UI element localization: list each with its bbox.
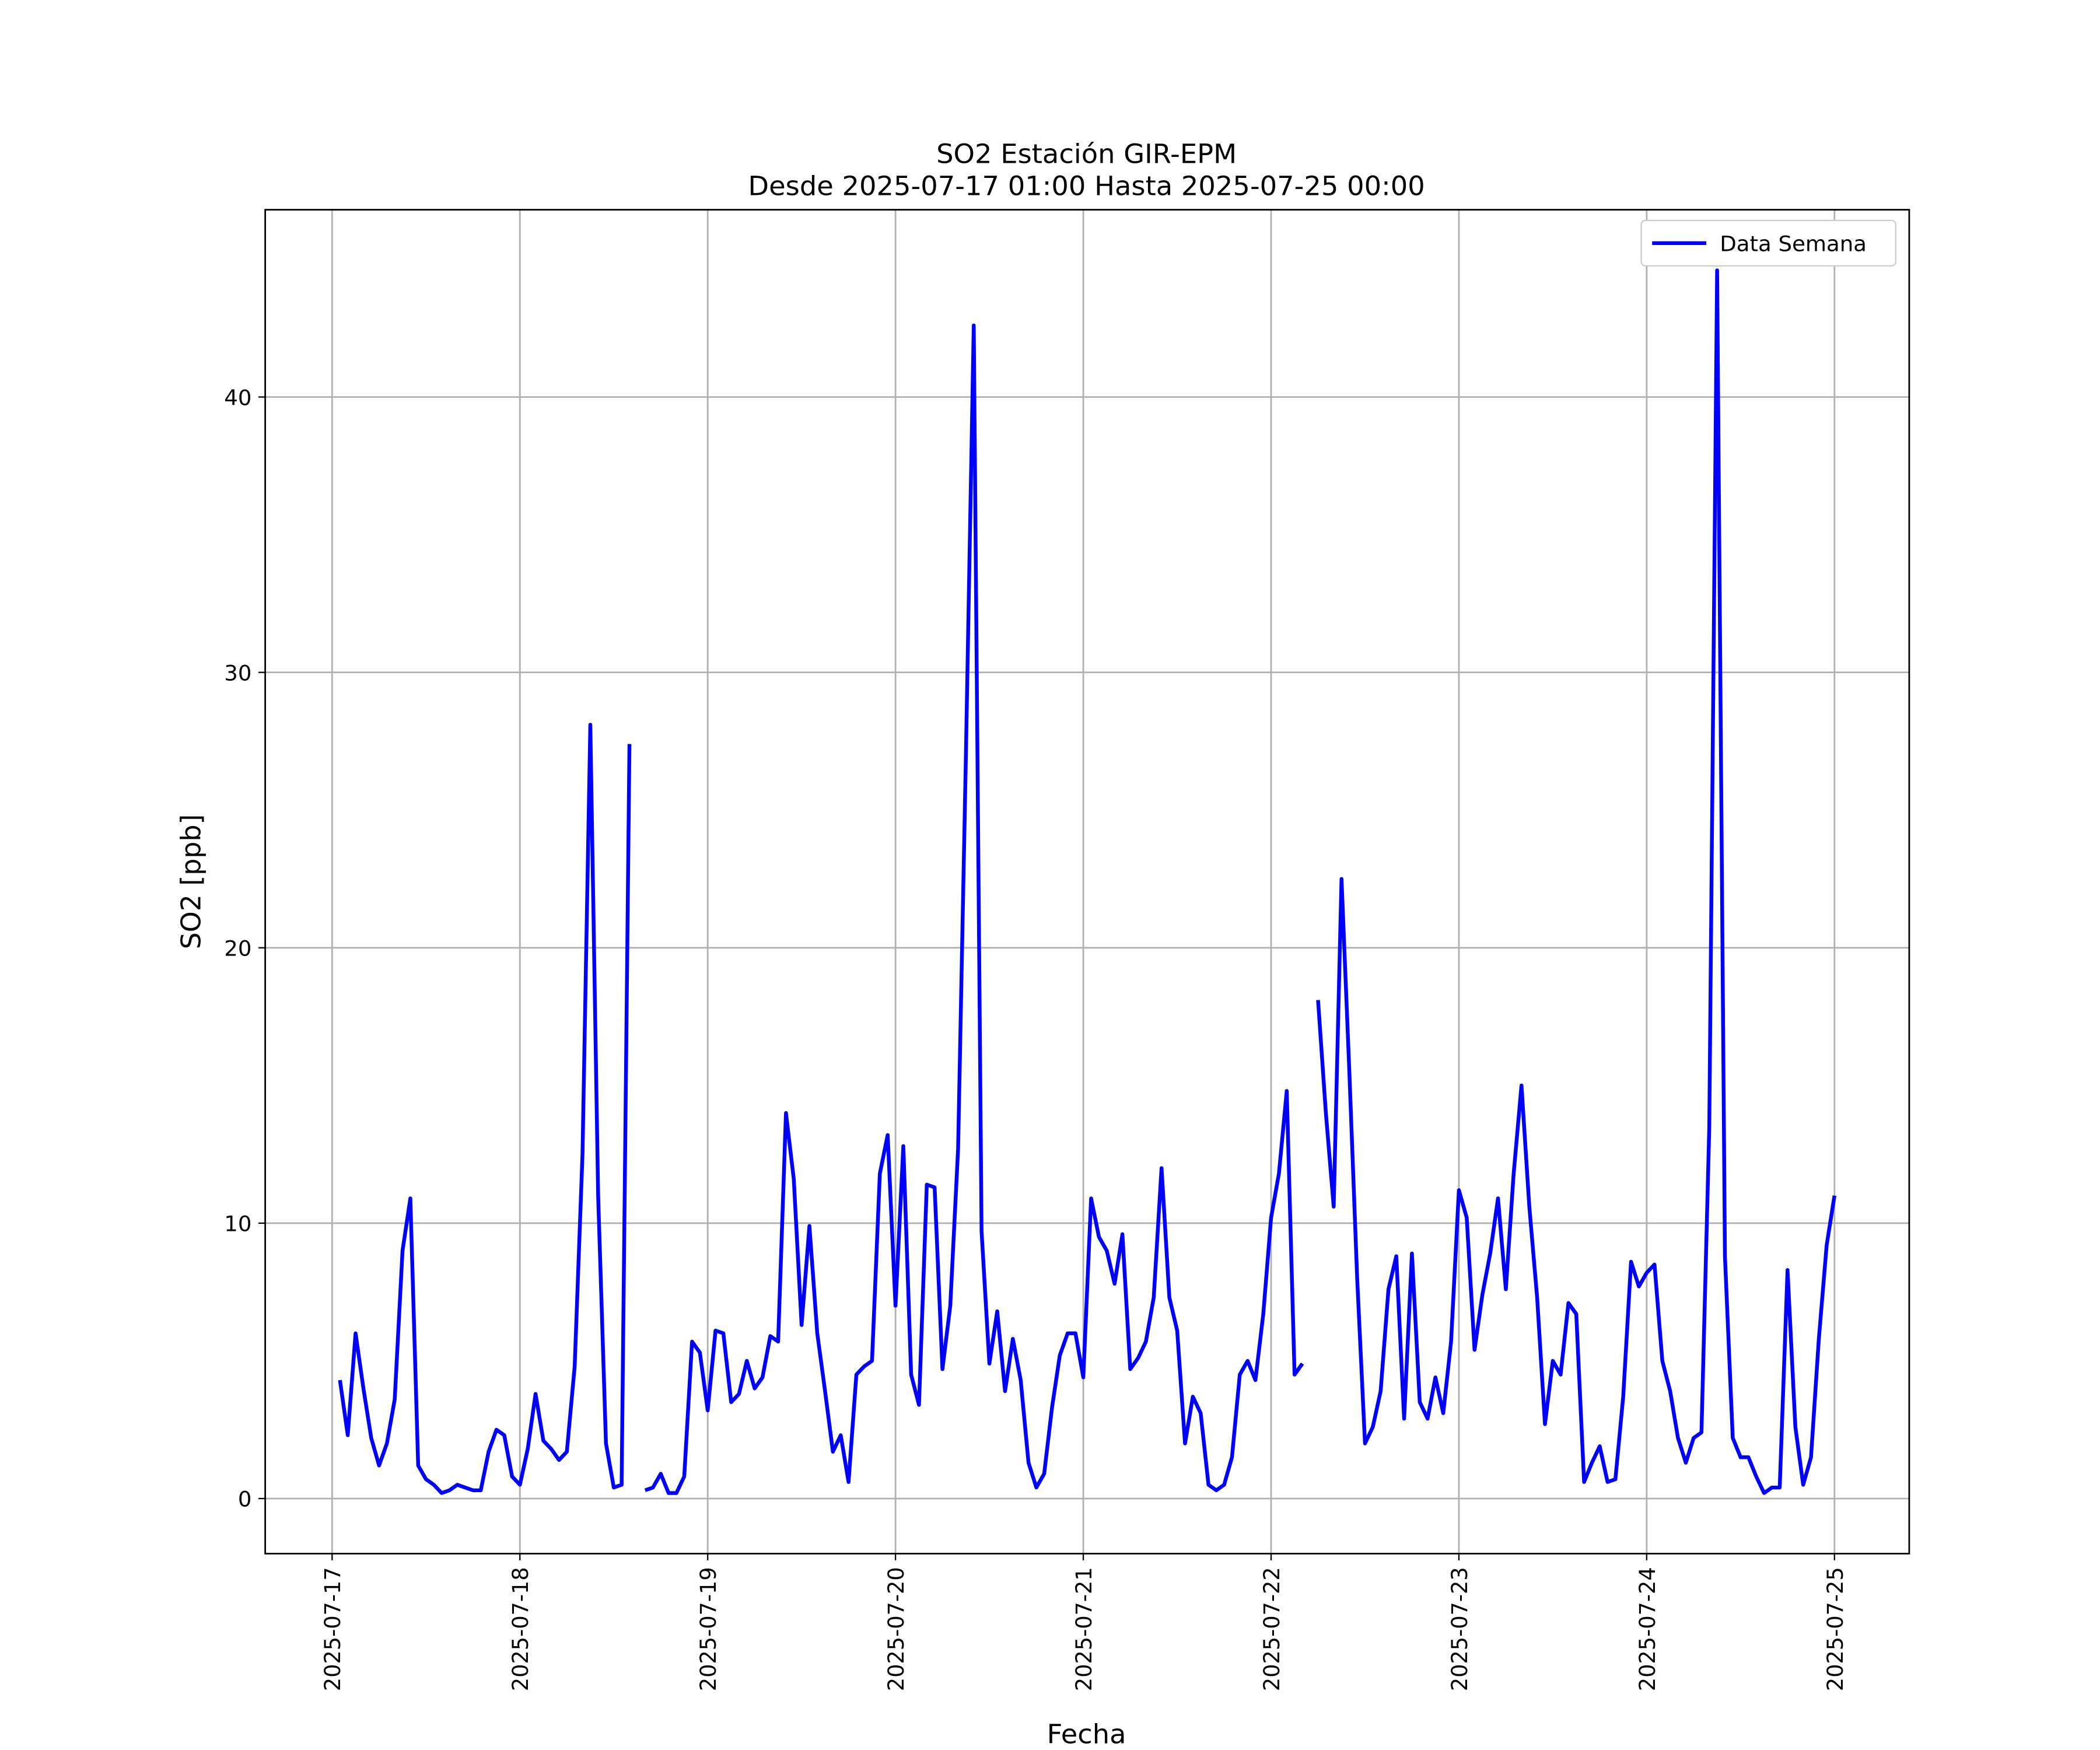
x-tick-label: 2025-07-18 bbox=[508, 1567, 533, 1691]
legend-label: Data Semana bbox=[1720, 232, 1867, 257]
plot-frame bbox=[264, 209, 1910, 1555]
x-tick-label: 2025-07-20 bbox=[884, 1567, 909, 1691]
x-axis-label: Fecha bbox=[1047, 1718, 1126, 1750]
y-tick-label: 40 bbox=[224, 386, 251, 411]
chart-title: SO2 Estación GIR-EPM bbox=[936, 138, 1237, 170]
x-tick-label: 2025-07-21 bbox=[1072, 1567, 1097, 1691]
x-tick-label: 2025-07-17 bbox=[320, 1567, 345, 1691]
x-tick-label: 2025-07-24 bbox=[1635, 1567, 1660, 1691]
legend-box bbox=[1640, 219, 1896, 267]
chart-subtitle: Desde 2025-07-17 01:00 Hasta 2025-07-25 … bbox=[748, 170, 1424, 202]
y-tick-label: 10 bbox=[224, 1212, 251, 1237]
x-tick-label: 2025-07-22 bbox=[1259, 1567, 1284, 1691]
x-tick-label: 2025-07-19 bbox=[696, 1567, 721, 1691]
x-tick-label: 2025-07-23 bbox=[1447, 1567, 1472, 1691]
data-line bbox=[338, 268, 1837, 1495]
y-tick-label: 20 bbox=[224, 936, 251, 961]
y-axis-label: SO2 [ppb] bbox=[175, 814, 206, 950]
y-tick-label: 0 bbox=[238, 1487, 252, 1512]
y-tick-label: 30 bbox=[224, 661, 251, 686]
x-tick-label: 2025-07-25 bbox=[1823, 1567, 1848, 1691]
